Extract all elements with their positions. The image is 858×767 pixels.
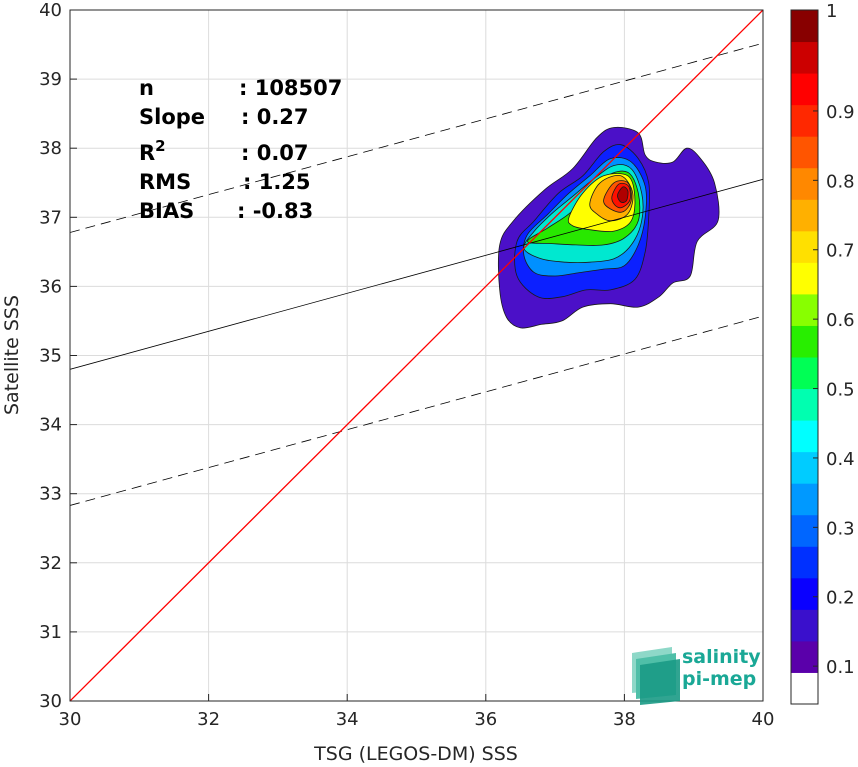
stat-label: n [139, 76, 154, 100]
upper-confidence-line [70, 42, 763, 233]
y-tick-label: 39 [39, 69, 62, 90]
salinity-pi-mep-logo: salinity pi-mep [632, 646, 761, 705]
x-axis-label: TSG (LEGOS-DM) SSS [313, 743, 518, 765]
stat-label: RMS [139, 170, 191, 194]
colorbar-segment [791, 640, 818, 673]
colorbar-segment [791, 41, 818, 74]
colorbar-segment [791, 577, 818, 610]
colorbar-segment [791, 104, 818, 137]
lower-confidence-line [70, 315, 763, 506]
colorbar: 0.1 0.2 0.3 0.4 0.5 0.6 0.7 0.8 0.9 1 [790, 1, 855, 705]
y-tick-label: 33 [39, 484, 62, 505]
colorbar-segment [791, 325, 818, 358]
y-tick-label: 36 [39, 276, 62, 297]
stat-label: Slope [139, 105, 205, 129]
colorbar-segment [791, 546, 818, 579]
colorbar-tick-label: 0.9 [826, 102, 855, 123]
y-tick-label: 37 [39, 207, 62, 228]
colorbar-tick-label: 0.4 [826, 449, 855, 470]
colorbar-segment [791, 420, 818, 453]
colorbar-segment [791, 672, 818, 705]
x-tick-label: 34 [336, 709, 359, 730]
y-axis-label: Satellite SSS [1, 295, 23, 415]
colorbar-tick-label: 0.6 [826, 310, 855, 331]
colorbar-tick-label: 0.1 [826, 657, 855, 678]
x-tick-label: 36 [474, 709, 497, 730]
regression-lines [70, 10, 763, 701]
colorbar-segment [791, 357, 818, 390]
colorbar-segment [791, 451, 818, 484]
regression-fit-line [70, 178, 763, 370]
colorbar-segment [791, 199, 818, 232]
colorbar-tick-label: 1 [826, 1, 837, 22]
stat-value: : 0.27 [241, 105, 309, 129]
logo-text-line2: pi-mep [682, 668, 756, 690]
density-contour-level [617, 186, 629, 203]
stat-value: : -0.83 [237, 199, 313, 223]
colorbar-segment [791, 388, 818, 421]
x-tick-label: 30 [59, 709, 82, 730]
logo-layer-icon [640, 659, 680, 705]
plot-frame [69, 9, 764, 702]
colorbar-segment [791, 514, 818, 547]
y-tick-label: 34 [39, 415, 62, 436]
colorbar-segment [791, 609, 818, 642]
colorbar-tick-label: 0.7 [826, 241, 855, 262]
colorbar-segment [791, 167, 818, 200]
stat-label: BIAS [139, 199, 194, 223]
y-tick-label: 35 [39, 346, 62, 367]
stat-value: : 108507 [239, 76, 342, 100]
colorbar-segment [791, 136, 818, 169]
colorbar-tick-label: 0.8 [826, 171, 855, 192]
colorbar-segment [791, 262, 818, 295]
logo-text-line1: salinity [682, 646, 761, 668]
y-tick-label: 31 [39, 622, 62, 643]
y-tick-label: 38 [39, 138, 62, 159]
colorbar-frame [790, 9, 819, 705]
stat-value: : 0.07 [241, 141, 309, 165]
density-contours [497, 126, 720, 329]
colorbar-segment [791, 10, 818, 43]
colorbar-segment [791, 483, 818, 516]
y-tick-labels: 30 31 32 33 34 35 36 37 38 39 40 [39, 0, 62, 712]
y-tick-label: 40 [39, 0, 62, 21]
colorbar-tick-label: 0.2 [826, 588, 855, 609]
colorbar-tick-label: 0.3 [826, 518, 855, 539]
x-tick-label: 38 [613, 709, 636, 730]
colorbar-segment [791, 73, 818, 106]
colorbar-segment [791, 230, 818, 263]
y-tick-label: 32 [39, 553, 62, 574]
colorbar-tick-label: 0.5 [826, 380, 855, 401]
colorbar-segment [791, 293, 818, 326]
x-tick-label: 40 [752, 709, 775, 730]
x-tick-labels: 30 32 34 36 38 40 [59, 709, 775, 730]
y-tick-label: 30 [39, 691, 62, 712]
x-tick-label: 32 [197, 709, 220, 730]
identity-line [70, 10, 763, 701]
stat-value: : 1.25 [243, 170, 311, 194]
